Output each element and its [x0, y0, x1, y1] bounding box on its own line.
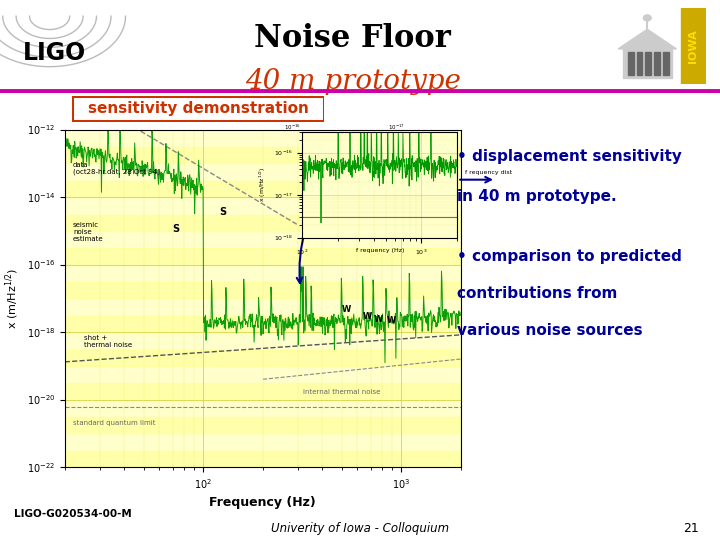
Bar: [65, 451, 461, 467]
Bar: [65, 417, 461, 433]
Text: data
(oct28-hr.dat, 28 Oct 94): data (oct28-hr.dat, 28 Oct 94): [73, 161, 160, 175]
Bar: [681, 8, 706, 84]
Text: standard quantum limit: standard quantum limit: [73, 420, 156, 426]
Text: W: W: [363, 312, 372, 321]
Bar: [65, 181, 461, 197]
Bar: [623, 49, 672, 78]
Text: f requency dist: f requency dist: [465, 171, 512, 176]
Text: f requency (Hz): f requency (Hz): [356, 248, 404, 253]
Text: IOWA: IOWA: [688, 29, 698, 63]
Y-axis label: x (m/Hz$^{1/2}$): x (m/Hz$^{1/2}$): [258, 167, 269, 202]
Text: shot +
thermal noise: shot + thermal noise: [84, 335, 132, 348]
Text: in 40 m prototype.: in 40 m prototype.: [457, 189, 617, 204]
Text: 40 m prototype: 40 m prototype: [245, 69, 461, 96]
Bar: [65, 383, 461, 400]
Text: S: S: [173, 225, 180, 234]
Bar: [65, 113, 461, 130]
Text: Noise Floor: Noise Floor: [254, 23, 451, 54]
Bar: [65, 350, 461, 366]
Bar: [65, 282, 461, 298]
Text: W: W: [341, 305, 351, 314]
Text: LIGO: LIGO: [22, 40, 86, 65]
Text: W: W: [374, 315, 383, 324]
Bar: [654, 52, 660, 75]
Text: contributions from: contributions from: [457, 286, 618, 301]
Text: Univerity of Iowa - Colloquium: Univerity of Iowa - Colloquium: [271, 522, 449, 535]
Text: seismic
noise
estimate: seismic noise estimate: [73, 222, 104, 242]
Text: • comparison to predicted: • comparison to predicted: [457, 249, 682, 264]
Text: various noise sources: various noise sources: [457, 323, 643, 339]
Text: 21: 21: [683, 522, 698, 535]
Text: • displacement sensitivity: • displacement sensitivity: [457, 150, 682, 165]
Bar: [65, 248, 461, 265]
Bar: [65, 147, 461, 163]
Bar: [645, 52, 651, 75]
Text: W: W: [387, 316, 397, 326]
Text: sensitivity demonstration: sensitivity demonstration: [88, 100, 308, 116]
Bar: [628, 52, 634, 75]
X-axis label: Frequency (Hz): Frequency (Hz): [210, 496, 316, 509]
Text: internal thermal noise: internal thermal noise: [303, 389, 381, 395]
Text: S: S: [219, 207, 226, 217]
Text: $10^{-17}$: $10^{-17}$: [387, 123, 405, 132]
Bar: [65, 316, 461, 332]
Text: $10^{-16}$: $10^{-16}$: [284, 123, 301, 132]
Bar: [636, 52, 642, 75]
Bar: [65, 215, 461, 231]
Y-axis label: x (m/Hz$^{1/2}$): x (m/Hz$^{1/2}$): [4, 268, 21, 329]
Polygon shape: [618, 29, 677, 49]
Bar: [663, 52, 669, 75]
Text: LIGO-G020534-00-M: LIGO-G020534-00-M: [14, 509, 132, 519]
Circle shape: [644, 15, 651, 21]
FancyBboxPatch shape: [72, 96, 324, 121]
